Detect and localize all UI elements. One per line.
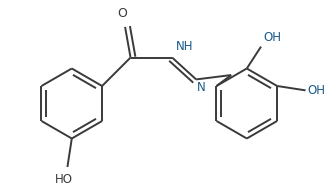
Text: OH: OH: [308, 84, 326, 97]
Text: OH: OH: [263, 31, 281, 44]
Text: O: O: [117, 7, 127, 20]
Text: HO: HO: [55, 174, 73, 187]
Text: N: N: [197, 81, 206, 94]
Text: NH: NH: [176, 40, 193, 53]
